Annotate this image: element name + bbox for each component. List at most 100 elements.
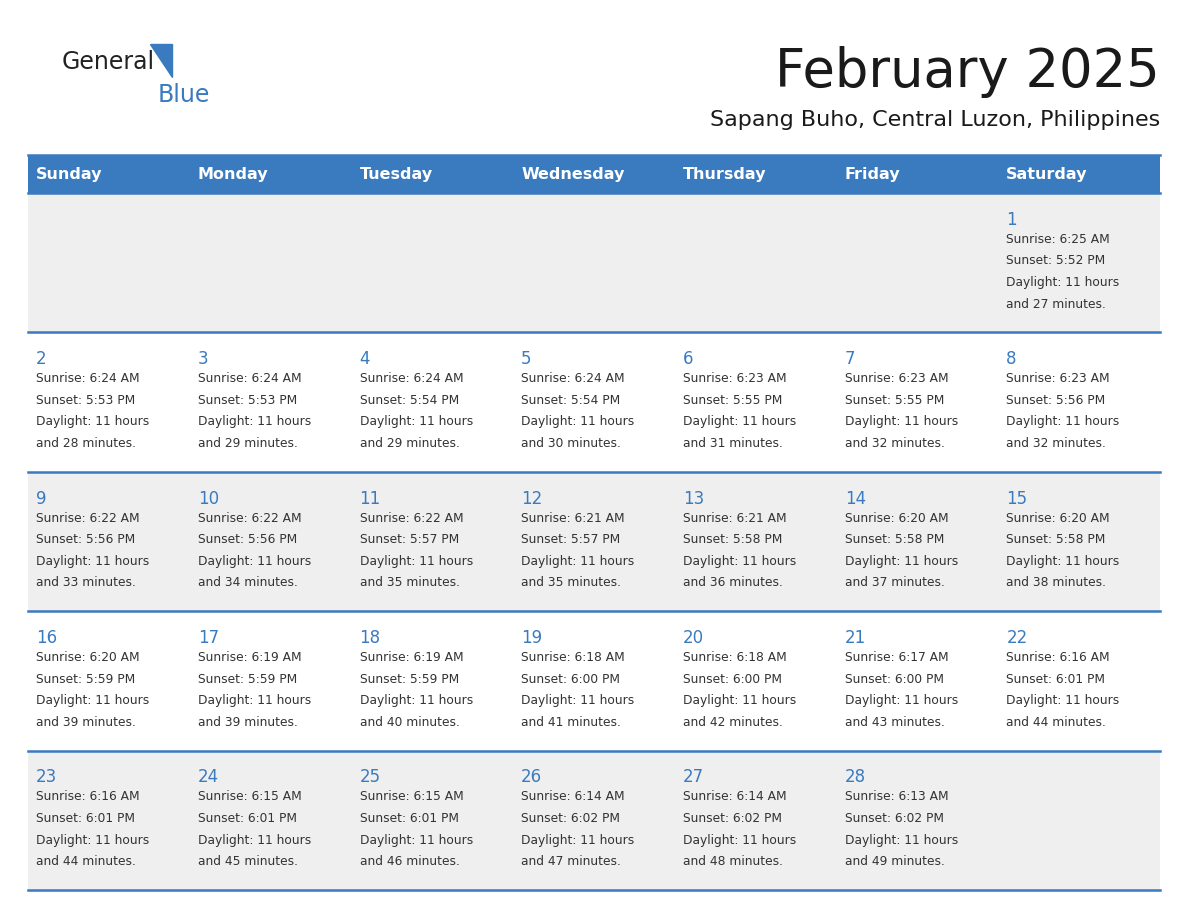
Text: and 42 minutes.: and 42 minutes. <box>683 716 783 729</box>
Text: Daylight: 11 hours: Daylight: 11 hours <box>197 694 311 707</box>
Text: Sunset: 5:58 PM: Sunset: 5:58 PM <box>845 533 944 546</box>
Text: Sunrise: 6:21 AM: Sunrise: 6:21 AM <box>683 511 786 524</box>
Bar <box>29 193 1159 332</box>
Text: Daylight: 11 hours: Daylight: 11 hours <box>360 415 473 429</box>
Bar <box>29 332 1159 472</box>
Text: Sunset: 6:00 PM: Sunset: 6:00 PM <box>522 673 620 686</box>
Text: Sunset: 5:53 PM: Sunset: 5:53 PM <box>36 394 135 407</box>
Text: Sunset: 5:58 PM: Sunset: 5:58 PM <box>683 533 783 546</box>
Text: Sunrise: 6:19 AM: Sunrise: 6:19 AM <box>197 651 302 664</box>
Text: Sunrise: 6:23 AM: Sunrise: 6:23 AM <box>683 372 786 386</box>
Text: and 48 minutes.: and 48 minutes. <box>683 856 783 868</box>
Text: Sunset: 6:01 PM: Sunset: 6:01 PM <box>1006 673 1105 686</box>
Text: 15: 15 <box>1006 489 1028 508</box>
Text: 23: 23 <box>36 768 57 787</box>
Text: Daylight: 11 hours: Daylight: 11 hours <box>845 554 958 567</box>
Text: 18: 18 <box>360 629 380 647</box>
Text: Sunset: 5:59 PM: Sunset: 5:59 PM <box>360 673 459 686</box>
Bar <box>675 155 836 193</box>
Text: Daylight: 11 hours: Daylight: 11 hours <box>36 834 150 846</box>
Text: Sunset: 5:55 PM: Sunset: 5:55 PM <box>683 394 783 407</box>
Text: and 28 minutes.: and 28 minutes. <box>36 437 137 450</box>
Text: Daylight: 11 hours: Daylight: 11 hours <box>1006 415 1119 429</box>
Text: Sunrise: 6:24 AM: Sunrise: 6:24 AM <box>522 372 625 386</box>
Text: Daylight: 11 hours: Daylight: 11 hours <box>36 694 150 707</box>
Text: Sapang Buho, Central Luzon, Philippines: Sapang Buho, Central Luzon, Philippines <box>709 110 1159 130</box>
Text: 10: 10 <box>197 489 219 508</box>
Text: Daylight: 11 hours: Daylight: 11 hours <box>522 694 634 707</box>
Text: and 43 minutes.: and 43 minutes. <box>845 716 944 729</box>
Text: Sunset: 5:58 PM: Sunset: 5:58 PM <box>1006 533 1106 546</box>
Text: February 2025: February 2025 <box>776 46 1159 98</box>
Text: Daylight: 11 hours: Daylight: 11 hours <box>36 554 150 567</box>
Text: Sunrise: 6:25 AM: Sunrise: 6:25 AM <box>1006 233 1110 246</box>
Text: and 47 minutes.: and 47 minutes. <box>522 856 621 868</box>
Text: 9: 9 <box>36 489 46 508</box>
Text: Daylight: 11 hours: Daylight: 11 hours <box>1006 694 1119 707</box>
Text: Blue: Blue <box>158 83 210 107</box>
Text: Sunrise: 6:23 AM: Sunrise: 6:23 AM <box>1006 372 1110 386</box>
Text: Sunrise: 6:24 AM: Sunrise: 6:24 AM <box>197 372 302 386</box>
Text: Daylight: 11 hours: Daylight: 11 hours <box>845 694 958 707</box>
Text: Daylight: 11 hours: Daylight: 11 hours <box>845 415 958 429</box>
Bar <box>29 611 1159 751</box>
Text: and 39 minutes.: and 39 minutes. <box>197 716 298 729</box>
Text: Sunrise: 6:20 AM: Sunrise: 6:20 AM <box>845 511 948 524</box>
Text: Sunset: 6:02 PM: Sunset: 6:02 PM <box>845 812 943 825</box>
Text: Sunset: 5:53 PM: Sunset: 5:53 PM <box>197 394 297 407</box>
Text: Daylight: 11 hours: Daylight: 11 hours <box>683 694 796 707</box>
Text: 21: 21 <box>845 629 866 647</box>
Text: Daylight: 11 hours: Daylight: 11 hours <box>683 415 796 429</box>
Text: Sunrise: 6:19 AM: Sunrise: 6:19 AM <box>360 651 463 664</box>
Text: Sunrise: 6:16 AM: Sunrise: 6:16 AM <box>1006 651 1110 664</box>
Bar <box>352 155 513 193</box>
Text: and 38 minutes.: and 38 minutes. <box>1006 577 1106 589</box>
Text: Daylight: 11 hours: Daylight: 11 hours <box>360 834 473 846</box>
Text: 26: 26 <box>522 768 543 787</box>
Bar <box>29 155 190 193</box>
Text: Daylight: 11 hours: Daylight: 11 hours <box>36 415 150 429</box>
Text: 27: 27 <box>683 768 704 787</box>
Bar <box>29 751 1159 890</box>
Text: and 34 minutes.: and 34 minutes. <box>197 577 298 589</box>
Bar <box>29 472 1159 611</box>
Bar <box>836 155 998 193</box>
Text: Friday: Friday <box>845 166 901 182</box>
Text: Sunset: 5:59 PM: Sunset: 5:59 PM <box>197 673 297 686</box>
Text: 13: 13 <box>683 489 704 508</box>
Bar <box>190 155 352 193</box>
Text: 1: 1 <box>1006 211 1017 229</box>
Text: Daylight: 11 hours: Daylight: 11 hours <box>522 415 634 429</box>
Text: Sunset: 6:01 PM: Sunset: 6:01 PM <box>197 812 297 825</box>
Text: Sunset: 5:59 PM: Sunset: 5:59 PM <box>36 673 135 686</box>
Text: Sunrise: 6:22 AM: Sunrise: 6:22 AM <box>360 511 463 524</box>
Text: Daylight: 11 hours: Daylight: 11 hours <box>197 834 311 846</box>
Text: Saturday: Saturday <box>1006 166 1088 182</box>
Text: Sunrise: 6:24 AM: Sunrise: 6:24 AM <box>36 372 140 386</box>
Text: and 49 minutes.: and 49 minutes. <box>845 856 944 868</box>
Text: Thursday: Thursday <box>683 166 766 182</box>
Text: Sunrise: 6:22 AM: Sunrise: 6:22 AM <box>36 511 140 524</box>
Text: Sunset: 5:57 PM: Sunset: 5:57 PM <box>360 533 459 546</box>
Text: Sunrise: 6:21 AM: Sunrise: 6:21 AM <box>522 511 625 524</box>
Text: Sunrise: 6:16 AM: Sunrise: 6:16 AM <box>36 790 140 803</box>
Text: Sunset: 5:52 PM: Sunset: 5:52 PM <box>1006 254 1106 267</box>
Text: Sunset: 6:02 PM: Sunset: 6:02 PM <box>522 812 620 825</box>
Text: Sunrise: 6:24 AM: Sunrise: 6:24 AM <box>360 372 463 386</box>
Text: Sunrise: 6:20 AM: Sunrise: 6:20 AM <box>36 651 140 664</box>
Text: and 37 minutes.: and 37 minutes. <box>845 577 944 589</box>
Text: 5: 5 <box>522 350 532 368</box>
Text: 2: 2 <box>36 350 46 368</box>
Text: Monday: Monday <box>197 166 268 182</box>
Text: and 32 minutes.: and 32 minutes. <box>845 437 944 450</box>
Text: 24: 24 <box>197 768 219 787</box>
Text: Daylight: 11 hours: Daylight: 11 hours <box>522 554 634 567</box>
Text: 6: 6 <box>683 350 694 368</box>
Text: and 30 minutes.: and 30 minutes. <box>522 437 621 450</box>
Bar <box>998 155 1159 193</box>
Text: and 44 minutes.: and 44 minutes. <box>36 856 135 868</box>
Text: and 35 minutes.: and 35 minutes. <box>360 577 460 589</box>
Text: and 32 minutes.: and 32 minutes. <box>1006 437 1106 450</box>
Text: Daylight: 11 hours: Daylight: 11 hours <box>197 415 311 429</box>
Text: Sunrise: 6:18 AM: Sunrise: 6:18 AM <box>683 651 786 664</box>
